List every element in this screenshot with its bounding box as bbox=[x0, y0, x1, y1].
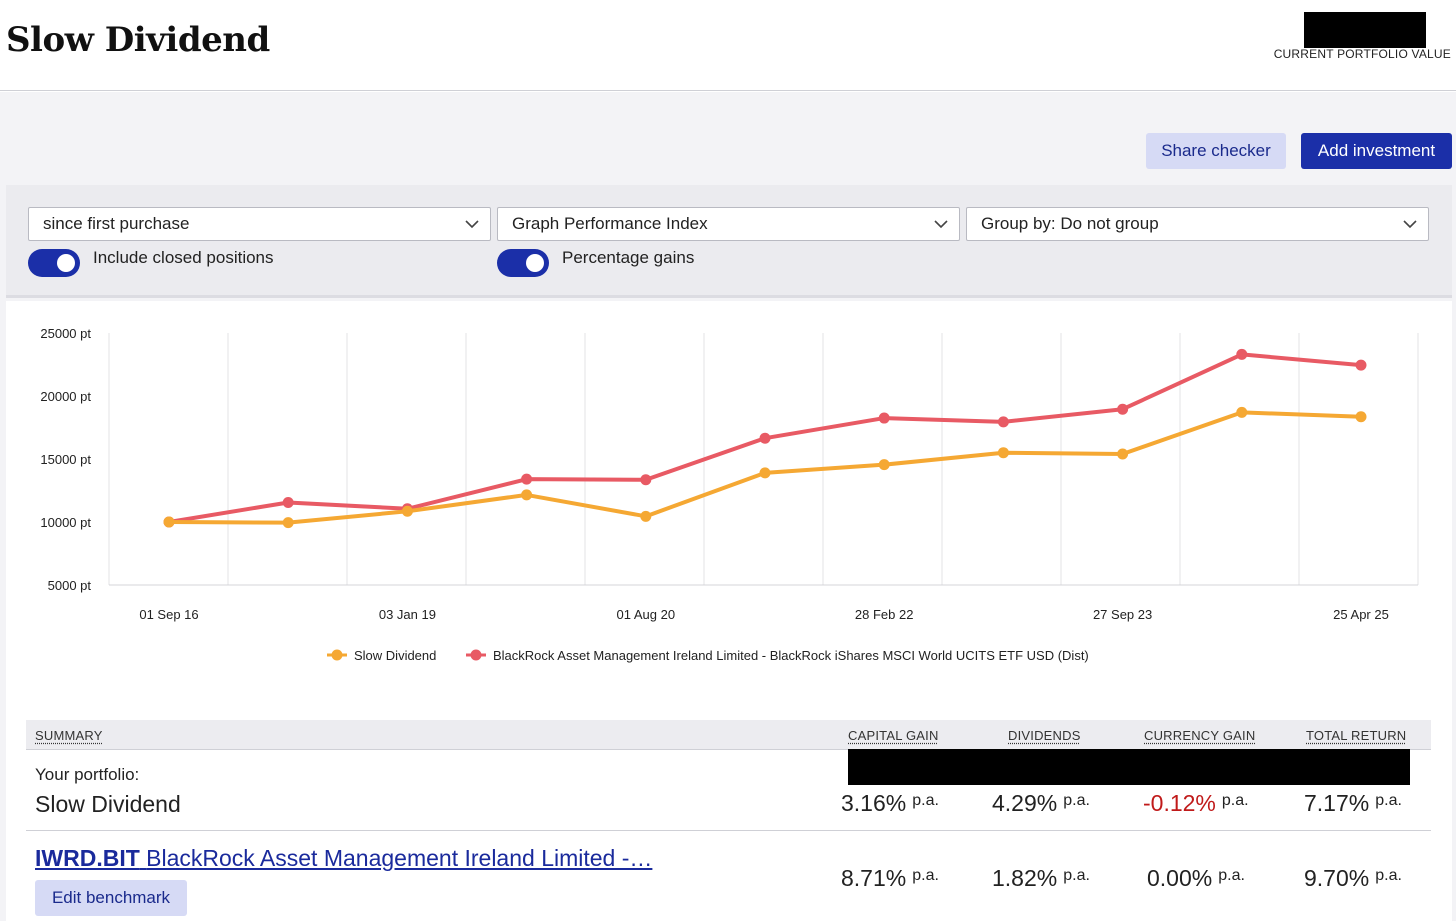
currency-gain-header[interactable]: CURRENCY GAIN bbox=[1144, 728, 1256, 743]
value-text: 9.70% bbox=[1304, 865, 1370, 891]
chevron-down-icon bbox=[934, 220, 948, 229]
y-tick-label: 25000 pt bbox=[40, 326, 91, 341]
legend-label: Slow Dividend bbox=[354, 648, 436, 663]
value-text: 3.16% bbox=[841, 790, 907, 816]
include-closed-toggle[interactable] bbox=[28, 249, 80, 277]
data-point bbox=[1355, 411, 1367, 423]
data-point bbox=[1117, 448, 1129, 460]
percentage-gains-toggle[interactable] bbox=[497, 249, 549, 277]
value-text: 1.82% bbox=[992, 865, 1058, 891]
data-point bbox=[878, 459, 890, 471]
chevron-down-icon bbox=[1403, 220, 1417, 229]
x-tick-label: 01 Sep 16 bbox=[139, 607, 198, 622]
x-tick-label: 03 Jan 19 bbox=[379, 607, 436, 622]
x-tick-label: 25 Apr 25 bbox=[1333, 607, 1389, 622]
pa-suffix: p.a. bbox=[912, 792, 939, 809]
value-text: 7.17% bbox=[1304, 790, 1370, 816]
summary-header[interactable]: SUMMARY bbox=[35, 728, 103, 743]
chevron-down-icon bbox=[465, 220, 479, 229]
period-select-value: since first purchase bbox=[43, 214, 190, 233]
data-point bbox=[163, 516, 175, 528]
data-point bbox=[1236, 348, 1248, 360]
data-point bbox=[1117, 403, 1129, 415]
toggle-knob bbox=[57, 254, 75, 272]
portfolio-total-return: 7.17% p.a. bbox=[1304, 790, 1402, 817]
portfolio-capital-gain: 3.16% p.a. bbox=[841, 790, 939, 817]
app-header: Slow Dividend CURRENT PORTFOLIO VALUE bbox=[0, 0, 1456, 91]
total-return-header[interactable]: TOTAL RETURN bbox=[1306, 728, 1407, 743]
graph-select-value: Graph Performance Index bbox=[512, 214, 708, 233]
x-tick-label: 28 Feb 22 bbox=[855, 607, 914, 622]
value-text: -0.12% bbox=[1143, 790, 1216, 816]
redacted-values bbox=[848, 749, 1410, 785]
benchmark-total-return: 9.70% p.a. bbox=[1304, 865, 1402, 892]
dividends-header[interactable]: DIVIDENDS bbox=[1008, 728, 1081, 743]
pa-suffix: p.a. bbox=[1063, 792, 1090, 809]
portfolio-name: Slow Dividend bbox=[35, 791, 181, 817]
data-point bbox=[282, 517, 294, 529]
page-title: Slow Dividend bbox=[6, 20, 270, 60]
portfolio-value-redacted bbox=[1304, 12, 1426, 48]
x-tick-label: 27 Sep 23 bbox=[1093, 607, 1152, 622]
pa-suffix: p.a. bbox=[1063, 867, 1090, 884]
data-point bbox=[1236, 406, 1248, 418]
data-point bbox=[997, 416, 1009, 428]
y-tick-label: 15000 pt bbox=[40, 452, 91, 467]
legend-marker bbox=[331, 649, 343, 661]
group-select[interactable]: Group by: Do not group bbox=[966, 207, 1429, 241]
capital-gain-header[interactable]: CAPITAL GAIN bbox=[848, 728, 939, 743]
portfolio-subtitle: Your portfolio: bbox=[35, 765, 140, 784]
value-text: 0.00% bbox=[1147, 865, 1213, 891]
value-text: 8.71% bbox=[841, 865, 907, 891]
performance-chart: 25000 pt 20000 pt 15000 pt 10000 pt 5000 pt 0… bbox=[40, 326, 1419, 663]
x-tick-label: 01 Aug 20 bbox=[617, 607, 676, 622]
include-closed-label: Include closed positions bbox=[93, 248, 274, 267]
add-investment-button[interactable]: Add investment bbox=[1301, 133, 1452, 169]
toggle-knob bbox=[526, 254, 544, 272]
portfolio-dividends: 4.29% p.a. bbox=[992, 790, 1090, 817]
legend-label: BlackRock Asset Management Ireland Limit… bbox=[493, 648, 1089, 663]
data-point bbox=[282, 496, 294, 508]
percentage-gains-label: Percentage gains bbox=[562, 248, 695, 267]
y-tick-label: 10000 pt bbox=[40, 515, 91, 530]
pa-suffix: p.a. bbox=[912, 867, 939, 884]
pa-suffix: p.a. bbox=[1218, 867, 1245, 884]
pa-suffix: p.a. bbox=[1375, 792, 1402, 809]
data-point bbox=[1355, 359, 1367, 371]
pa-suffix: p.a. bbox=[1375, 867, 1402, 884]
data-point bbox=[521, 489, 533, 501]
benchmark-ticker: IWRD.BIT bbox=[35, 845, 140, 871]
period-select[interactable]: since first purchase bbox=[28, 207, 491, 241]
data-point bbox=[997, 447, 1009, 459]
benchmark-currency-gain: 0.00% p.a. bbox=[1147, 865, 1245, 892]
summary-header-row: SUMMARY CAPITAL GAIN DIVIDENDS CURRENCY … bbox=[26, 720, 1431, 750]
data-point bbox=[878, 412, 890, 424]
data-point bbox=[640, 510, 652, 522]
value-text: 4.29% bbox=[992, 790, 1058, 816]
graph-select[interactable]: Graph Performance Index bbox=[497, 207, 960, 241]
data-point bbox=[640, 474, 652, 486]
edit-benchmark-button[interactable]: Edit benchmark bbox=[35, 880, 187, 916]
portfolio-currency-gain: -0.12% p.a. bbox=[1143, 790, 1249, 817]
data-point bbox=[759, 432, 771, 444]
data-point bbox=[521, 473, 533, 485]
y-tick-label: 5000 pt bbox=[48, 578, 92, 593]
pa-suffix: p.a. bbox=[1221, 792, 1249, 809]
portfolio-value-label: CURRENT PORTFOLIO VALUE bbox=[1273, 47, 1451, 61]
legend-marker bbox=[470, 649, 482, 661]
benchmark-capital-gain: 8.71% p.a. bbox=[841, 865, 939, 892]
row-divider bbox=[26, 830, 1431, 831]
benchmark-dividends: 1.82% p.a. bbox=[992, 865, 1090, 892]
group-select-value: Group by: Do not group bbox=[981, 214, 1159, 233]
chart-panel: 25000 pt 20000 pt 15000 pt 10000 pt 5000 pt 0… bbox=[6, 301, 1452, 921]
y-tick-label: 20000 pt bbox=[40, 389, 91, 404]
filter-panel: since first purchase Graph Performance I… bbox=[6, 185, 1452, 298]
data-point bbox=[759, 467, 771, 479]
benchmark-name: BlackRock Asset Management Ireland Limit… bbox=[146, 845, 653, 871]
share-checker-button[interactable]: Share checker bbox=[1146, 133, 1286, 169]
data-point bbox=[401, 505, 413, 517]
benchmark-link[interactable]: IWRD.BIT BlackRock Asset Management Irel… bbox=[35, 845, 652, 872]
